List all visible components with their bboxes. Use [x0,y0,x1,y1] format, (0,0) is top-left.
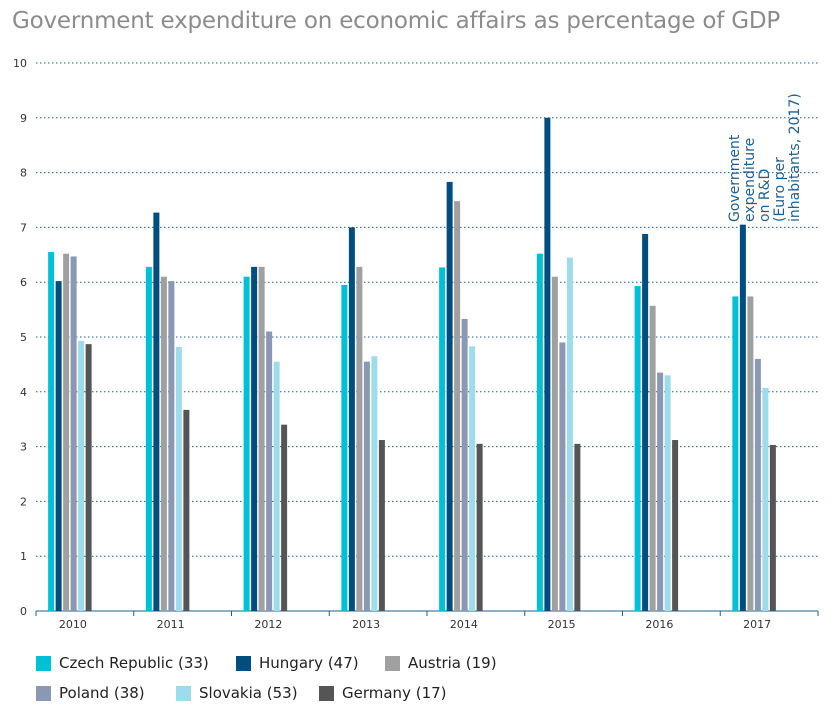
bar [657,372,664,611]
bar-chart: 0 1 2 3 4 5 6 7 8 9 10 2010 2011 2012 2013 2014 2015 2016… [13,57,819,631]
bar [281,424,288,611]
bar [559,342,566,611]
bar [536,253,543,612]
x-tick-label: 2016 [645,618,673,631]
legend-swatch [236,655,251,671]
y-tick-label: 0 [20,605,27,618]
bar [168,281,175,611]
y-tick-label: 8 [20,167,27,180]
annotation-line: Government [727,134,743,222]
bar [634,286,641,611]
bar [258,266,265,611]
bar [243,276,250,611]
bar [70,256,77,611]
annotation-line: (Euro per [772,157,788,222]
bar [63,253,70,612]
y-tick-label: 3 [20,441,27,454]
bar [175,346,182,611]
y-tick-label: 5 [20,331,27,344]
bar [341,284,348,611]
bar [378,440,385,611]
bar [273,361,280,611]
legend-item-austria: Austria (19) [385,654,497,672]
y-tick-label: 4 [20,386,27,399]
y-tick-label: 10 [13,57,27,70]
bar [747,296,754,611]
bar [566,257,573,611]
bar [574,443,581,611]
bar [762,387,769,611]
annotation-line: inhabitants, 2017) [787,93,803,222]
x-tick-label: 2012 [254,618,282,631]
legend-label: Poland (38) [59,684,145,702]
bar [642,233,649,611]
y-tick-label: 6 [20,276,27,289]
annotation-line: on R&D [757,169,773,222]
bar [469,346,476,611]
bar [153,212,160,611]
bar [446,181,453,611]
bar [145,266,152,611]
annotation-text: Governmentexpenditureon R&D(Euro perinha… [727,93,803,222]
x-tick-label: 2015 [548,618,576,631]
bar [55,281,62,611]
bar [649,305,656,611]
y-tick-label: 9 [20,112,27,125]
x-tick-label: 2014 [450,618,478,631]
legend-label: Czech Republic (33) [59,654,209,672]
x-tick-label: 2011 [157,618,185,631]
bar [769,444,776,611]
bar [363,361,370,611]
legend-item-germany: Germany (17) [319,684,447,702]
bar [160,276,167,611]
bar [48,252,55,611]
y-tick-label: 2 [20,495,27,508]
bar [732,296,739,611]
legend-label: Germany (17) [342,684,447,702]
bar [371,356,378,611]
legend-swatch [36,685,51,701]
bar [183,409,190,611]
legend-item-czech-republic: Czech Republic (33) [36,654,209,672]
bar [251,266,258,611]
legend-item-hungary: Hungary (47) [236,654,359,672]
legend-label: Slovakia (53) [199,684,298,702]
legend-item-slovakia: Slovakia (53) [176,684,298,702]
bar [544,117,551,612]
bar [454,201,461,611]
bar [461,318,468,611]
y-tick-label: 1 [20,550,27,563]
y-tick-label: 7 [20,221,27,234]
bar [664,375,671,611]
bar [85,344,92,611]
bar [476,443,483,611]
legend-swatch [385,655,400,671]
bar [672,440,679,611]
annotation: Governmentexpenditureon R&D(Euro perinha… [727,93,803,222]
bar [266,331,273,611]
chart-title: Government expenditure on economic affai… [12,8,781,34]
legend-swatch [319,685,334,701]
bar [739,224,746,611]
bar [551,276,558,611]
legend-swatch [36,655,51,671]
annotation-line: expenditure [742,138,758,222]
x-tick-label: 2013 [352,618,380,631]
x-tick-label: 2010 [59,618,87,631]
legend-label: Austria (19) [408,654,497,672]
legend-item-poland: Poland (38) [36,684,145,702]
bar [356,266,363,611]
bar [348,227,355,611]
legend-label: Hungary (47) [259,654,359,672]
legend-swatch [176,685,191,701]
bar [754,358,761,611]
x-tick-label: 2017 [743,618,771,631]
bar [439,267,446,611]
bar [78,340,85,611]
